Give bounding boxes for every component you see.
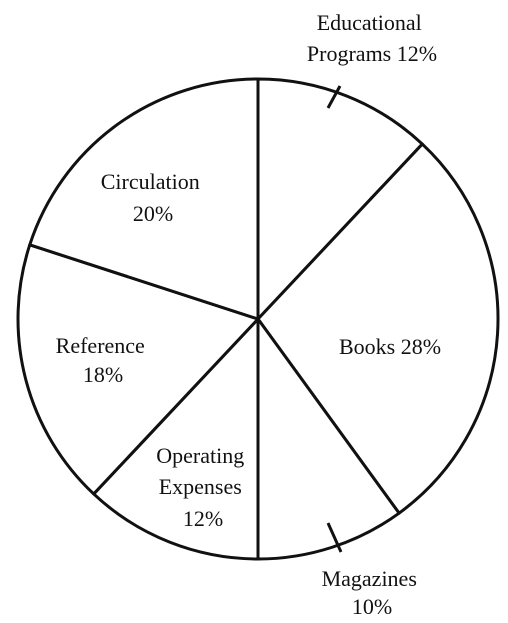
slice-circulation — [28, 77, 260, 321]
label-circulation: Circulation 20% — [101, 169, 205, 226]
leader-ticks — [326, 85, 343, 553]
label-magazines: Magazines 10% — [322, 566, 423, 619]
label-operating-expenses: Operating Expenses 12% — [156, 443, 249, 531]
label-educational-programs: Educational Programs 12% — [307, 10, 437, 66]
slice-books — [256, 142, 500, 515]
label-reference: Reference 18% — [56, 333, 151, 387]
slice-operating-expenses — [92, 317, 260, 561]
label-books: Books 28% — [339, 334, 441, 359]
educational-programs-leader-tick — [326, 85, 342, 109]
slice-reference — [16, 243, 260, 496]
slice-educational-programs — [256, 77, 424, 321]
pie-slices — [16, 77, 500, 561]
magazines-leader-tick — [326, 522, 343, 553]
slice-magazines — [256, 317, 401, 561]
